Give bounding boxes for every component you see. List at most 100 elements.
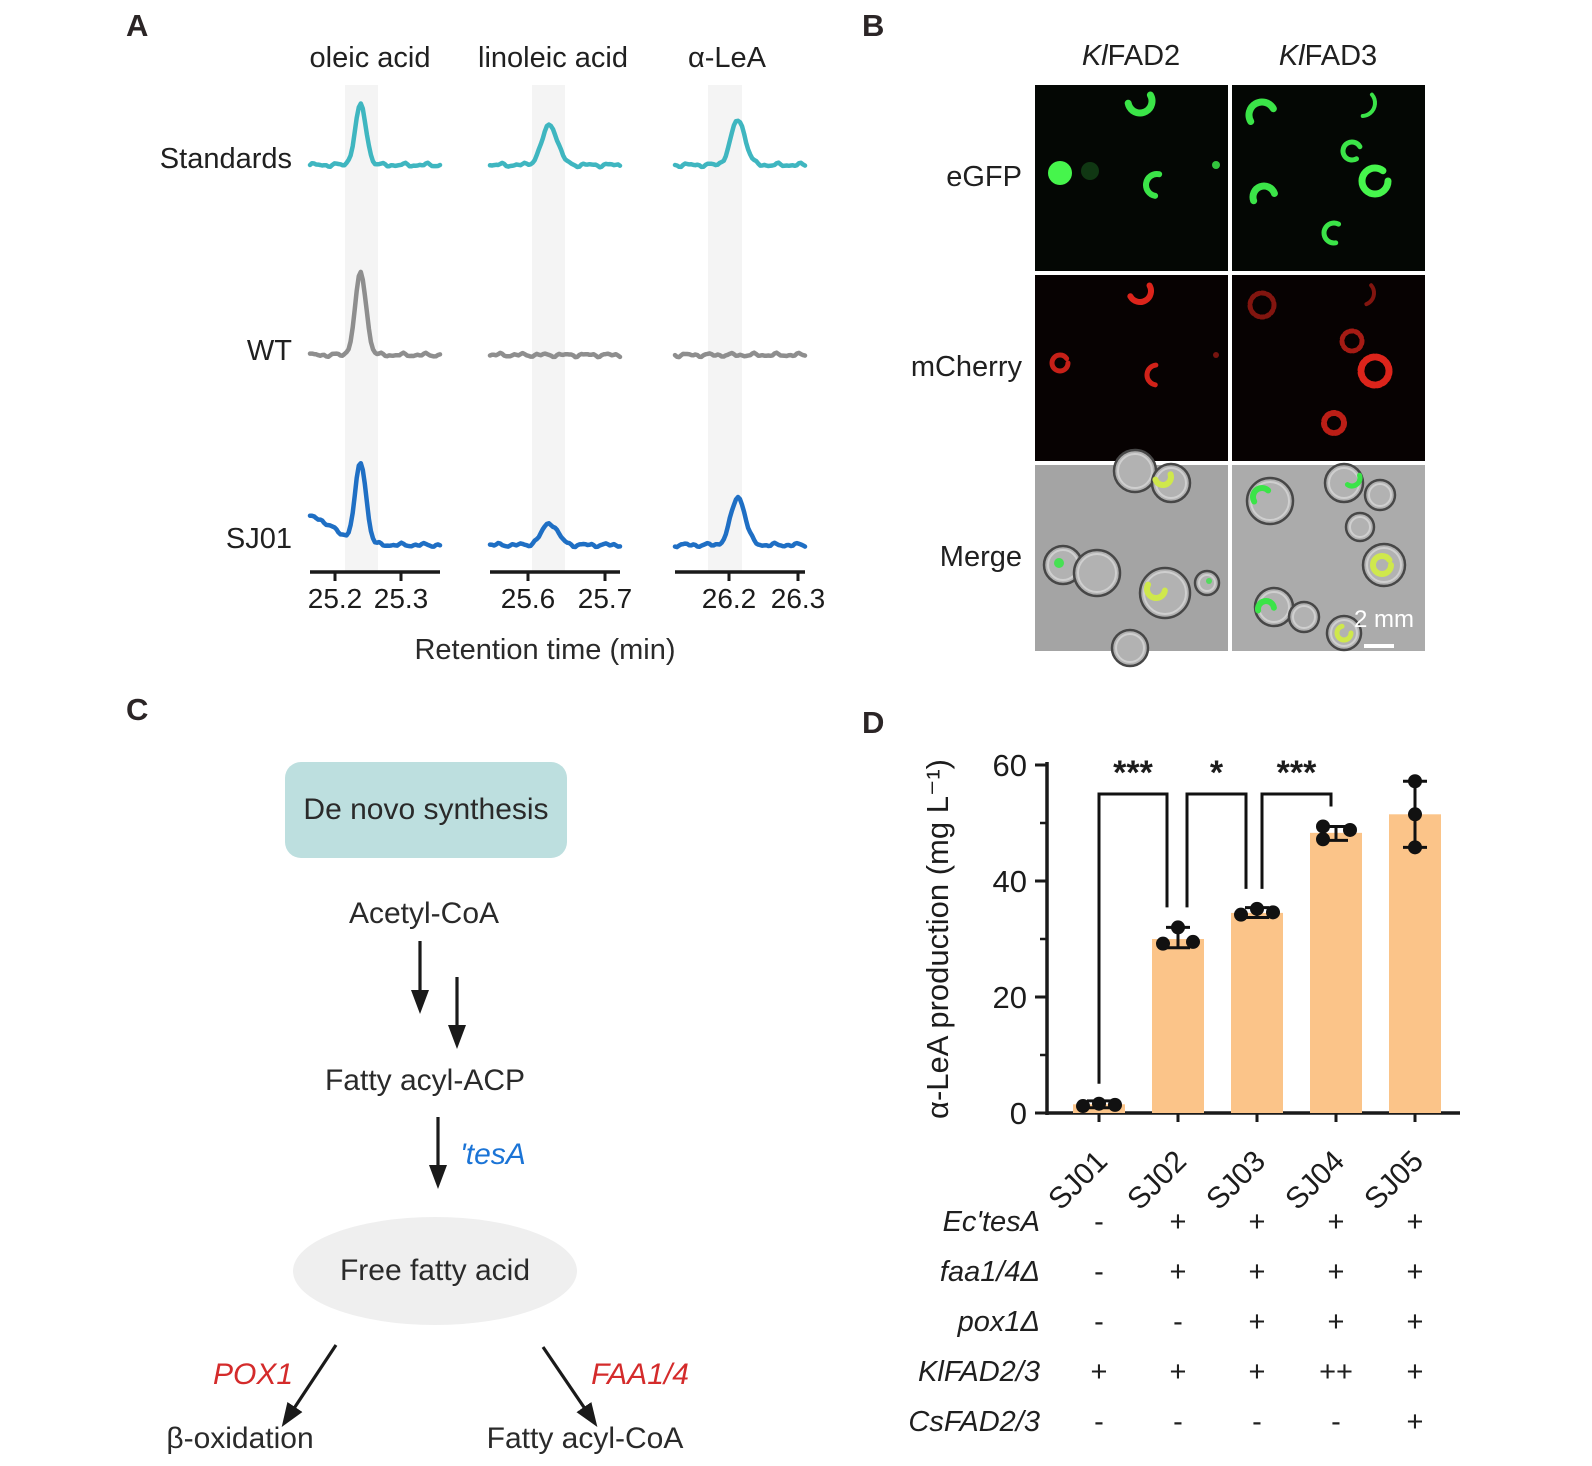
genotype-gene-label: Ec'tesA <box>942 1206 1040 1238</box>
micrograph-mcherry-klfad3 <box>1232 275 1425 461</box>
significance-bracket <box>1097 792 1169 1084</box>
genotype-value: + <box>1327 1306 1345 1338</box>
bar-sj05 <box>1389 814 1441 1113</box>
data-point <box>1092 1096 1106 1111</box>
klfad2-species-prefix: Kl <box>1081 40 1108 72</box>
micrograph-merge-klfad3 <box>1232 462 1425 652</box>
genotype-gene-label: CsFAD2/3 <box>908 1406 1040 1438</box>
de-novo-synthesis-box: De novo synthesis <box>285 762 567 858</box>
x-tick-label: 25.3 <box>374 583 429 614</box>
trace-sj01-3 <box>672 494 808 550</box>
genotype-value: + <box>1248 1206 1266 1238</box>
genotype-value: + <box>1406 1406 1424 1438</box>
x-tick-label: 26.3 <box>771 583 826 614</box>
genotype-value: - <box>1331 1406 1341 1438</box>
genotype-value: + <box>1169 1256 1187 1288</box>
klfad2-gene-name: FAD2 <box>1107 40 1181 72</box>
genotype-value: + <box>1169 1356 1187 1388</box>
fatty-acyl-coa-node: Fatty acyl-CoA <box>486 1422 684 1455</box>
genotype-gene-label: pox1Δ <box>957 1306 1040 1338</box>
genotype-value: - <box>1094 1306 1104 1338</box>
significance-label: * <box>1210 754 1224 792</box>
microscopy-row-label-merge: Merge <box>939 541 1022 573</box>
trace-row-label-standards: Standards <box>159 143 292 175</box>
faa14-enzyme-label: FAA1/4 <box>591 1358 689 1391</box>
data-point <box>1316 819 1330 834</box>
trace-wt-1 <box>307 269 443 360</box>
significance-label: *** <box>1277 754 1317 792</box>
genotype-value: - <box>1094 1206 1104 1238</box>
data-point <box>1186 934 1200 949</box>
microscopy-column-title-klfad2: KlFAD2 <box>1031 40 1231 73</box>
y-tick-label: 60 <box>993 748 1027 783</box>
data-point <box>1234 907 1248 922</box>
data-point <box>1408 840 1422 855</box>
significance-label: *** <box>1113 754 1153 792</box>
genotype-value: + <box>1169 1206 1187 1238</box>
trace-row-label-wt: WT <box>246 335 292 367</box>
arrow-ffa-to-fatty-acyl-coa <box>541 1346 598 1427</box>
genotype-value: + <box>1406 1256 1424 1288</box>
data-point <box>1408 774 1422 789</box>
data-point <box>1266 905 1280 920</box>
micrograph-mcherry-klfad2 <box>1035 275 1228 461</box>
genotype-value: - <box>1252 1406 1262 1438</box>
trace-row-label-sj01: SJ01 <box>225 523 292 555</box>
x-tick-label: 26.2 <box>702 583 757 614</box>
data-point <box>1250 901 1264 916</box>
tesa-enzyme-label: 'tesA <box>460 1138 526 1171</box>
free-fatty-acid-node: Free fatty acid <box>293 1217 577 1325</box>
microscopy-row-label-mcherry: mCherry <box>910 351 1022 383</box>
chromatogram-traces: 25.2 25.3 25.6 25.7 26.2 26.3 <box>307 85 825 614</box>
acetyl-coa-node: Acetyl-CoA <box>348 897 500 930</box>
trace-wt-3 <box>672 350 808 360</box>
bar-sj04 <box>1310 832 1362 1113</box>
pox1-enzyme-label: POX1 <box>212 1358 294 1391</box>
panel-c-label: C <box>126 692 149 727</box>
x-tick-label: 25.6 <box>501 583 556 614</box>
scale-bar-label: 2 mm <box>1354 606 1414 633</box>
y-tick-label: 20 <box>993 980 1027 1015</box>
trace-standards-3 <box>672 118 808 170</box>
y-axis-title: α-LeA production (mg L⁻¹) <box>920 759 955 1119</box>
klfad3-species-prefix: Kl <box>1278 40 1305 72</box>
trace-sj01-1 <box>307 460 443 549</box>
panel-d-label: D <box>862 705 885 740</box>
data-point <box>1171 920 1185 935</box>
data-point <box>1316 832 1330 847</box>
genotype-gene-label: KlFAD2/3 <box>918 1356 1040 1388</box>
genotype-value: - <box>1094 1256 1104 1288</box>
genotype-value: + <box>1406 1206 1424 1238</box>
genotype-value: ++ <box>1319 1356 1353 1388</box>
panel-b-label: B <box>862 8 885 43</box>
fatty-acyl-acp-node: Fatty acyl-ACP <box>324 1064 526 1097</box>
data-point <box>1343 822 1357 837</box>
genotype-value: + <box>1248 1356 1266 1388</box>
x-tick-label: 25.2 <box>308 583 363 614</box>
pathway-arrows <box>281 941 598 1428</box>
genotype-value: + <box>1406 1306 1424 1338</box>
genotype-value: - <box>1173 1306 1183 1338</box>
trace-sj01-2 <box>487 521 623 550</box>
genotype-gene-label: faa1/4Δ <box>939 1256 1040 1288</box>
micrograph-egfp-klfad3 <box>1232 85 1425 271</box>
klfad3-gene-name: FAD3 <box>1304 40 1378 72</box>
y-tick-label: 40 <box>993 864 1027 899</box>
genotype-value: + <box>1406 1356 1424 1388</box>
significance-bracket <box>1260 792 1333 889</box>
micrograph-egfp-klfad2 <box>1035 85 1228 271</box>
column-title-linoleic-acid: linoleic acid <box>478 42 628 74</box>
data-point <box>1408 807 1422 822</box>
data-point <box>1076 1099 1090 1114</box>
genotype-value: + <box>1090 1356 1108 1388</box>
genotype-value: + <box>1327 1206 1345 1238</box>
bar-sj03 <box>1231 912 1283 1113</box>
micrograph-merge-klfad2 <box>1035 448 1228 668</box>
microscopy-row-label-egfp: eGFP <box>946 161 1022 193</box>
arrow-ffa-to-beta-oxidation <box>281 1344 338 1428</box>
trace-wt-2 <box>487 350 623 360</box>
significance-bracket <box>1185 792 1248 908</box>
column-title-alea: α-LeA <box>687 42 767 74</box>
